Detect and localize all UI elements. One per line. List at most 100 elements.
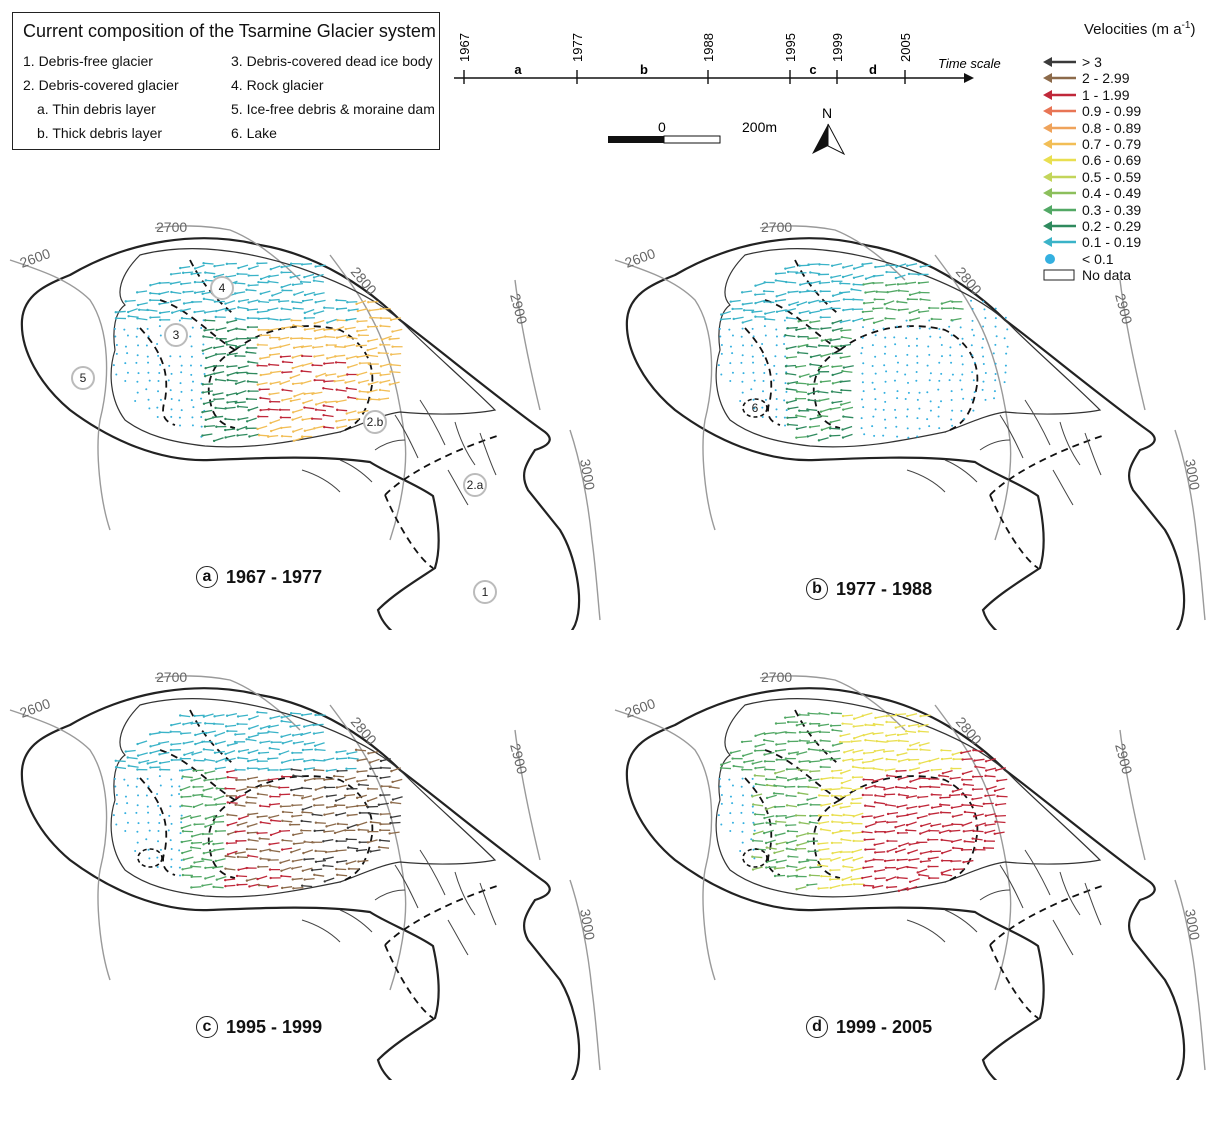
velocity-arrow-head	[170, 743, 173, 746]
velocity-arrow	[304, 767, 315, 770]
velocity-arrow-head	[861, 793, 865, 797]
velocity-arrow	[830, 406, 841, 410]
velocity-arrow-head	[280, 874, 283, 878]
velocity-arrow	[203, 400, 214, 405]
contour-line	[154, 675, 301, 731]
velocity-arrow-head	[267, 329, 270, 332]
velocity-arrow	[191, 815, 202, 819]
velocity-arrow-head	[267, 317, 270, 320]
velocity-arrow	[236, 787, 247, 792]
velocity-arrow-head	[840, 781, 844, 785]
velocity-arrow-head	[355, 397, 359, 401]
velocity-arrow-head	[391, 330, 394, 333]
velocity-arrow-head	[930, 824, 933, 828]
velocity-arrow-head	[861, 815, 864, 819]
velocity-arrow-head	[379, 316, 383, 320]
velocity-arrow	[335, 796, 346, 802]
velocity-dot	[940, 355, 943, 358]
velocity-arrow	[730, 299, 741, 303]
glacier-outline	[625, 687, 1186, 1080]
velocity-arrow	[807, 433, 818, 438]
velocity-dot	[115, 352, 118, 355]
velocity-dot	[971, 398, 974, 401]
velocity-arrow-head	[201, 794, 204, 798]
velocity-dot	[135, 335, 138, 338]
velocity-dot	[752, 335, 755, 338]
velocity-arrow-head	[774, 834, 777, 837]
velocity-arrow	[334, 829, 345, 834]
velocity-dot	[180, 821, 183, 824]
velocity-arrow-head	[972, 749, 975, 752]
velocity-arrow-head	[896, 867, 899, 871]
velocity-dot	[915, 371, 918, 374]
velocity-arrow	[324, 426, 335, 429]
velocity-arrow	[302, 748, 313, 751]
velocity-arrow	[832, 742, 843, 747]
velocity-arrow	[304, 777, 316, 782]
velocity-arrow-head	[872, 759, 875, 762]
velocity-class-2: 1 - 1.99	[1036, 87, 1206, 103]
velocity-arrow	[851, 288, 862, 292]
velocity-arrow-head	[829, 724, 833, 727]
velocity-arrow-head	[291, 860, 295, 863]
velocity-arrow-head	[234, 382, 238, 385]
velocity-arrow-head	[212, 393, 215, 397]
velocity-arrow-head	[226, 744, 230, 747]
velocity-arrow-head	[256, 427, 259, 431]
velocity-arrow	[797, 390, 808, 394]
velocity-arrow	[832, 365, 843, 368]
velocity-arrow	[180, 714, 191, 718]
velocity-arrow	[227, 814, 238, 817]
unit-boundary	[812, 349, 841, 429]
velocity-dot	[145, 344, 148, 347]
velocity-arrow	[356, 344, 367, 347]
velocity-dot	[884, 426, 887, 429]
velocity-dot	[772, 379, 775, 382]
velocity-arrow-head	[367, 811, 371, 815]
velocity-arrow	[820, 858, 831, 861]
velocity-arrow	[181, 282, 192, 285]
velocity-arrow	[301, 731, 312, 736]
velocity-arrow-head	[763, 300, 766, 303]
velocity-arrow	[788, 406, 799, 410]
velocity-arrow	[896, 769, 907, 772]
velocity-arrow	[818, 864, 829, 868]
velocity-arrow	[391, 801, 402, 805]
velocity-arrow	[159, 290, 170, 295]
velocity-arrow	[853, 856, 864, 861]
velocity-arrow	[853, 724, 864, 728]
velocity-arrow-head	[774, 272, 778, 275]
velocity-arrow	[280, 859, 291, 864]
velocity-arrow-head	[368, 761, 372, 764]
velocity-dot	[884, 380, 887, 383]
velocity-dot	[190, 345, 193, 348]
velocity-dot	[993, 390, 996, 393]
velocity-arrow	[258, 767, 269, 770]
velocity-arrow-head	[379, 776, 382, 780]
velocity-arrow-head	[896, 831, 900, 835]
velocity-arrow-head	[204, 866, 207, 870]
velocity-arrow	[357, 770, 368, 773]
velocity-arrow-head	[897, 793, 901, 796]
velocity-arrow-head	[225, 842, 229, 845]
velocity-arrow	[897, 814, 908, 818]
velocity-arrow	[865, 739, 876, 742]
velocity-arrow-head	[379, 766, 383, 769]
velocity-arrow-head	[235, 337, 238, 340]
velocity-legend-title: Velocities (m a-1)	[1084, 20, 1196, 38]
velocity-arrow-head	[896, 858, 899, 862]
velocity-arrow	[995, 821, 1006, 824]
velocity-arrow	[909, 308, 920, 314]
velocity-arrow	[281, 866, 292, 872]
velocity-dot	[950, 361, 953, 364]
velocity-arrow-head	[180, 769, 184, 772]
velocity-arrow-head	[984, 774, 987, 778]
velocity-arrow-head	[269, 833, 273, 837]
velocity-arrow-icon	[1043, 106, 1076, 117]
velocity-arrow	[755, 783, 766, 787]
velocity-arrow-head	[268, 353, 272, 357]
velocity-arrow	[799, 860, 810, 863]
velocity-dot	[179, 424, 182, 427]
velocity-arrow-head	[336, 375, 340, 378]
contour-line	[514, 279, 541, 411]
